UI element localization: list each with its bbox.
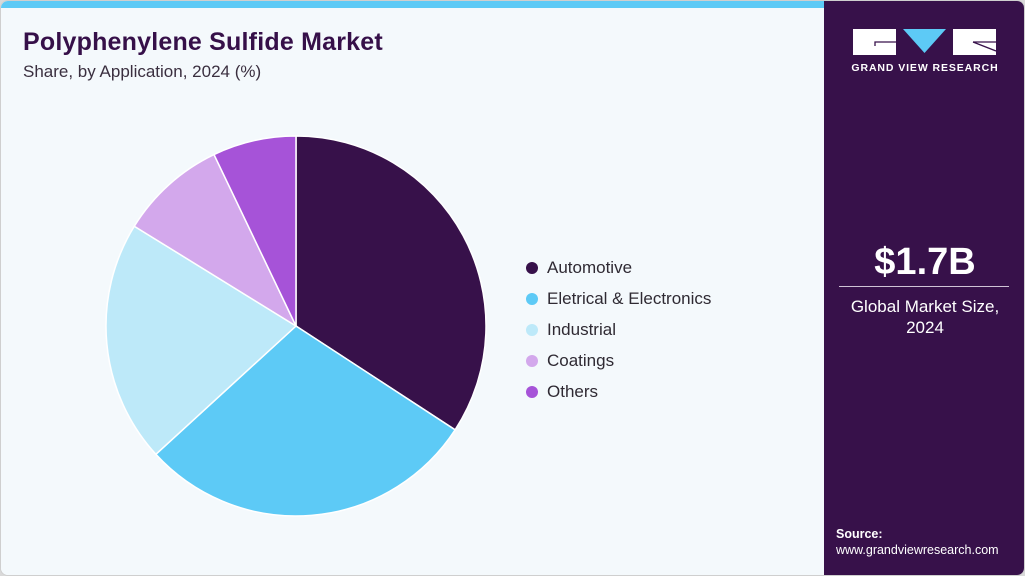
pie-chart (105, 135, 487, 517)
chart-panel: Polyphenylene Sulfide Market Share, by A… (1, 1, 824, 575)
legend-dot-icon (526, 355, 538, 368)
source-label: Source: (836, 527, 883, 541)
market-size-label: Global Market Size, 2024 (850, 297, 1000, 337)
info-panel: GRAND VIEW RESEARCH $1.7B Global Market … (824, 1, 1024, 575)
divider (839, 286, 1009, 287)
accent-bar (1, 1, 824, 8)
legend: Automotive Eletrical & Electronics Indus… (526, 252, 711, 408)
pie-slice-eletrical-electronics (154, 325, 457, 517)
legend-item-others: Others (526, 377, 711, 408)
legend-item-coatings: Coatings (526, 346, 711, 377)
pie-slice-industrial (105, 225, 298, 456)
chart-title: Polyphenylene Sulfide Market (23, 28, 383, 56)
legend-item-industrial: Industrial (526, 314, 711, 345)
gvr-logo-icon (853, 29, 996, 55)
brand-name: GRAND VIEW RESEARCH (851, 62, 999, 74)
chart-subtitle: Share, by Application, 2024 (%) (23, 62, 262, 81)
pie-slice-coatings (133, 153, 298, 328)
market-size-value: $1.7B (874, 241, 976, 283)
legend-dot-icon (526, 386, 538, 399)
legend-item-automotive: Automotive (526, 252, 711, 283)
legend-item-electrical-electronics: Eletrical & Electronics (526, 283, 711, 314)
legend-dot-icon (526, 261, 538, 274)
legend-dot-icon (526, 323, 538, 336)
pie-slice-others (213, 135, 297, 327)
source-link[interactable]: www.grandviewresearch.com (836, 543, 999, 557)
legend-dot-icon (526, 292, 538, 305)
